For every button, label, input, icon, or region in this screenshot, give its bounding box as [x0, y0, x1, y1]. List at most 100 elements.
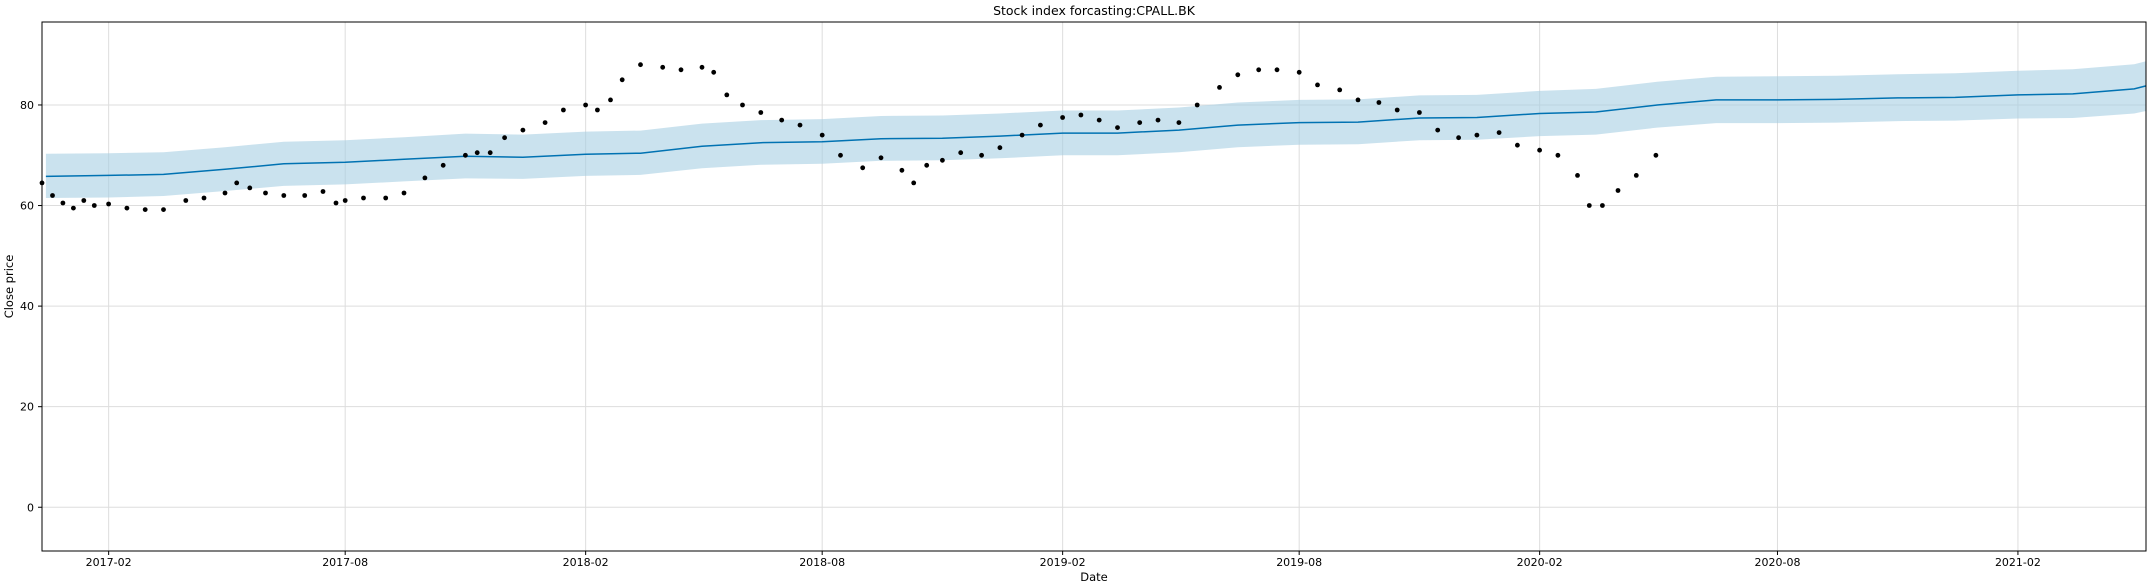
- actual-point: [1474, 132, 1480, 138]
- actual-point: [595, 107, 600, 113]
- forecast-line: [45, 85, 2147, 178]
- actual-point: [1537, 147, 1542, 153]
- actual-point: [1394, 107, 1400, 113]
- actual-point: [234, 180, 240, 186]
- actual-point: [263, 190, 268, 196]
- actual-point: [1176, 120, 1182, 125]
- actual-point: [660, 64, 666, 70]
- actual-point: [401, 190, 407, 196]
- y-tick-label: 20: [20, 401, 34, 414]
- x-axis-ticks: 2017-02 2017-08 2018-02 2018-08 2019-02 2019-…: [86, 551, 2041, 569]
- actual-point: [1456, 135, 1461, 141]
- chart-title: Stock index forcasting:CPALL.BK: [993, 3, 1196, 18]
- actual-point: [1115, 125, 1120, 130]
- x-tick-label: 2021-02: [1995, 556, 2041, 569]
- actual-point: [1376, 100, 1382, 105]
- actual-point: [711, 69, 717, 75]
- actual-point: [320, 189, 326, 194]
- actual-point: [106, 201, 111, 207]
- y-axis-ticks: 0 20 40 60 80: [20, 99, 42, 514]
- actual-point: [463, 152, 468, 158]
- uncertainty-band: [45, 61, 2147, 199]
- actual-point: [724, 92, 730, 98]
- actual-point: [487, 150, 493, 156]
- actual-point: [222, 190, 228, 196]
- actual-point: [958, 150, 964, 156]
- actual-point: [797, 122, 803, 128]
- actual-point: [1575, 173, 1580, 178]
- actual-point: [1600, 203, 1605, 208]
- x-tick-label: 2017-02: [86, 556, 132, 569]
- actual-point: [361, 195, 366, 201]
- actual-point: [1435, 127, 1441, 133]
- actual-point: [502, 135, 507, 141]
- actual-point: [699, 64, 705, 70]
- actual-point: [1019, 132, 1025, 138]
- actual-point: [1337, 87, 1343, 93]
- actual-point: [561, 107, 566, 113]
- actual-point: [1194, 102, 1200, 108]
- actual-point: [1496, 130, 1502, 136]
- actual-point: [979, 152, 984, 158]
- y-tick-label: 60: [20, 200, 34, 213]
- actual-point: [1060, 115, 1065, 120]
- actual-point: [342, 198, 348, 203]
- actual-point: [1235, 72, 1241, 78]
- actual-point: [758, 110, 764, 115]
- actual-points: [39, 62, 1659, 213]
- actual-point: [608, 97, 613, 103]
- actual-point: [1256, 67, 1262, 73]
- actual-point: [422, 175, 428, 181]
- actual-point: [583, 102, 588, 108]
- actual-point: [71, 205, 76, 211]
- y-tick-label: 40: [20, 300, 34, 313]
- actual-point: [302, 193, 308, 198]
- actual-point: [542, 120, 548, 125]
- actual-point: [1615, 188, 1621, 193]
- plot-frame: [41, 21, 2147, 552]
- y-tick-label: 0: [27, 501, 34, 514]
- actual-point: [838, 152, 843, 158]
- actual-point: [281, 193, 287, 198]
- actual-point: [740, 102, 745, 108]
- actual-point: [1078, 112, 1084, 118]
- actual-point: [333, 200, 339, 206]
- actual-point: [440, 162, 446, 168]
- actual-point: [1355, 97, 1361, 103]
- actual-point: [183, 198, 189, 203]
- actual-point: [81, 198, 87, 203]
- x-tick-label: 2020-02: [1517, 556, 1563, 569]
- actual-point: [474, 150, 480, 156]
- actual-point: [678, 67, 684, 73]
- actual-point: [1417, 110, 1422, 115]
- actual-point: [878, 155, 884, 161]
- forecast-interval-band: [45, 61, 2147, 199]
- actual-point: [124, 205, 130, 211]
- actual-point: [1137, 120, 1143, 125]
- x-axis-title: Date: [1080, 570, 1108, 584]
- x-tick-label: 2019-02: [1040, 556, 1086, 569]
- actual-point: [1633, 173, 1639, 178]
- actual-point: [60, 200, 66, 206]
- actual-point: [619, 77, 625, 83]
- actual-point: [1586, 203, 1592, 208]
- actual-point: [779, 117, 785, 123]
- actual-point: [161, 207, 166, 213]
- actual-point: [860, 165, 866, 171]
- actual-point: [520, 127, 526, 133]
- actual-point: [1155, 117, 1161, 123]
- actual-point: [1274, 67, 1280, 73]
- y-tick-label: 80: [20, 99, 34, 112]
- x-tick-label: 2017-08: [322, 556, 368, 569]
- actual-point: [911, 180, 917, 186]
- x-tick-label: 2018-02: [563, 556, 609, 569]
- actual-point: [1653, 152, 1659, 158]
- actual-point: [1515, 142, 1520, 148]
- forecast-line-layer: [45, 85, 2147, 178]
- actual-point: [91, 203, 97, 208]
- actual-point: [1296, 69, 1302, 75]
- actual-point: [819, 132, 825, 138]
- actual-point: [142, 207, 148, 213]
- x-tick-label: 2020-08: [1754, 556, 1800, 569]
